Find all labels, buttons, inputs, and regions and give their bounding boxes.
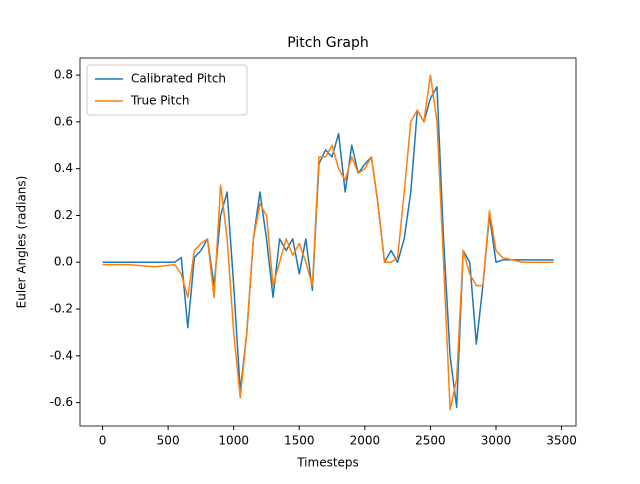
x-axis-label: Timesteps <box>296 456 359 470</box>
x-tick-label: 1500 <box>284 434 315 448</box>
y-tick-label: 0.0 <box>54 255 73 269</box>
y-tick-label: -0.6 <box>50 395 73 409</box>
y-tick-label: 0.4 <box>54 161 73 175</box>
legend-label: Calibrated Pitch <box>131 72 226 86</box>
x-tick-label: 3000 <box>481 434 512 448</box>
y-tick-label: -0.4 <box>50 348 73 362</box>
legend-label: True Pitch <box>130 94 190 108</box>
y-tick-label: 0.8 <box>54 68 73 82</box>
y-axis-label: Euler Angles (radians) <box>15 176 29 309</box>
chart-title: Pitch Graph <box>287 35 368 51</box>
y-tick-label: 0.2 <box>54 208 73 222</box>
x-tick-label: 1000 <box>218 434 249 448</box>
x-tick-label: 500 <box>157 434 180 448</box>
plot-frame <box>79 57 577 427</box>
x-tick-label: 2000 <box>350 434 381 448</box>
x-tick-label: 0 <box>99 434 107 448</box>
y-tick-label: -0.2 <box>50 302 73 316</box>
x-tick-label: 3500 <box>546 434 577 448</box>
y-tick-label: 0.6 <box>54 114 73 128</box>
legend-box <box>86 64 248 116</box>
data-line <box>102 74 554 411</box>
x-tick-label: 2500 <box>415 434 446 448</box>
